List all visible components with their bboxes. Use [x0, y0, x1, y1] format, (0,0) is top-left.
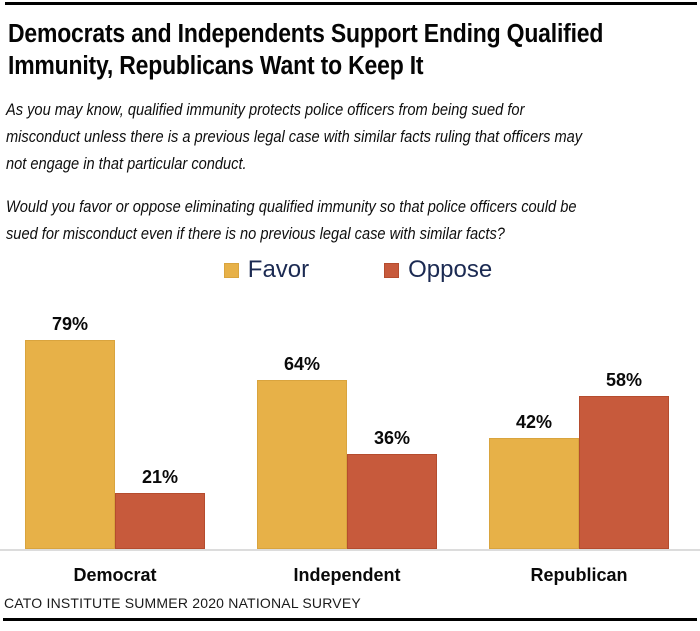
bar-column-oppose-independent: 36% — [347, 429, 437, 549]
value-label-favor-democrat: 79% — [51, 314, 89, 334]
legend-item-oppose: Oppose — [384, 257, 492, 283]
value-label-favor-republican: 42% — [515, 412, 553, 432]
bar-column-oppose-democrat: 21% — [115, 468, 205, 549]
bar-oppose-republican — [579, 396, 669, 549]
top-rule — [5, 2, 697, 5]
legend-swatch-icon — [223, 262, 239, 278]
bar-column-favor-democrat: 79% — [25, 315, 115, 549]
bar-favor-republican — [489, 438, 579, 549]
survey-question-text: Would you favor or oppose eliminating qu… — [6, 197, 577, 243]
source-note: CATO INSTITUTE SUMMER 2020 NATIONAL SURV… — [4, 595, 361, 611]
bar-chart: 79% 21% 64% 36% 42% 58% — [0, 302, 700, 549]
legend-label: Oppose — [408, 256, 493, 283]
bar-group-democrat: 79% 21% — [25, 302, 205, 549]
chart-title: Democrats and Independents Support Endin… — [8, 20, 604, 80]
bottom-rule — [3, 618, 697, 621]
value-label-oppose-democrat: 21% — [141, 467, 179, 487]
bar-group-independent: 64% 36% — [257, 302, 437, 549]
bar-column-oppose-republican: 58% — [579, 371, 669, 549]
legend-label: Favor — [247, 256, 310, 283]
legend-swatch-icon — [384, 262, 400, 278]
category-label-republican: Republican — [530, 565, 628, 585]
category-axis-labels: Democrat Independent Republican — [0, 551, 700, 589]
category-label-independent: Independent — [293, 565, 401, 585]
value-label-oppose-independent: 36% — [373, 428, 411, 448]
bar-column-favor-independent: 64% — [257, 355, 347, 549]
bar-oppose-democrat — [115, 493, 205, 549]
bar-favor-independent — [257, 380, 347, 549]
category-label-democrat: Democrat — [73, 565, 157, 585]
value-label-favor-independent: 64% — [283, 354, 321, 374]
legend-item-favor: Favor — [223, 256, 310, 283]
bar-group-republican: 42% 58% — [489, 302, 669, 549]
bar-oppose-independent — [347, 454, 437, 549]
chart-legend: Favor Oppose — [8, 257, 700, 283]
bar-column-favor-republican: 42% — [489, 413, 579, 549]
qualified-immunity-definition-text: As you may know, qualified immunity prot… — [6, 100, 583, 173]
x-axis-baseline — [0, 549, 700, 551]
bar-favor-democrat — [25, 340, 115, 549]
value-label-oppose-republican: 58% — [605, 370, 643, 390]
